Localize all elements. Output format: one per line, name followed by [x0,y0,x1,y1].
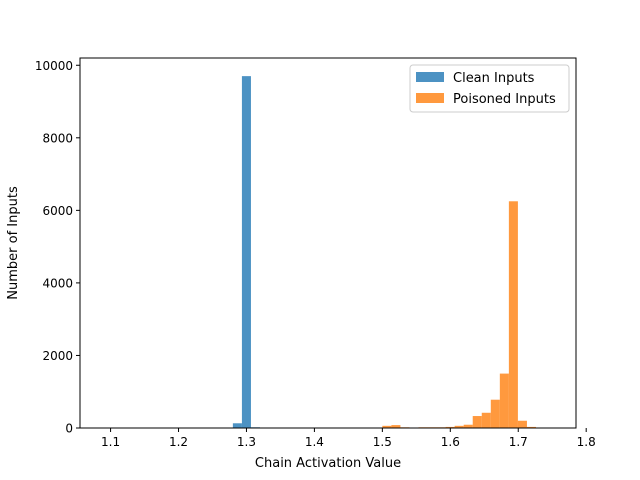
bar-clean-inputs-1 [241,76,251,428]
bar-poisoned-inputs-0 [382,425,392,428]
x-tick-label: 1.2 [169,435,188,449]
y-tick-label: 8000 [42,131,73,145]
legend-swatch-poisoned-inputs [416,93,444,103]
y-tick-label: 0 [65,422,73,436]
plot-frame [79,57,577,429]
bar-poisoned-inputs-9 [472,416,482,428]
bar-poisoned-inputs-13 [508,201,518,428]
bar-poisoned-inputs-15 [526,426,536,428]
x-axis-label: Chain Activation Value [255,456,401,471]
legend-label-poisoned-inputs: Poisoned Inputs [453,92,556,107]
legend-swatch-clean-inputs [416,72,444,82]
histogram-bars [232,76,536,428]
bar-poisoned-inputs-10 [481,412,491,428]
legend: Clean Inputs Poisoned Inputs [409,64,570,113]
x-tick-label: 1.4 [305,435,324,449]
x-tick-label: 1.7 [509,435,528,449]
x-axis: 1.1 1.2 1.3 1.4 1.5 1.6 1.7 1.8 [101,428,596,449]
x-tick-label: 1.8 [577,435,596,449]
bar-poisoned-inputs-6 [445,426,455,428]
x-tick-label: 1.1 [101,435,120,449]
bar-poisoned-inputs-7 [454,425,464,428]
y-tick-label: 4000 [42,276,73,290]
y-tick-label: 2000 [42,349,73,363]
legend-label-clean-inputs: Clean Inputs [453,71,535,86]
legend-box [409,64,570,113]
bar-poisoned-inputs-14 [517,420,527,428]
y-axis-label: Number of Inputs [6,186,21,300]
y-tick-label: 10000 [35,59,73,73]
x-tick-label: 1.6 [441,435,460,449]
y-tick-label: 6000 [42,204,73,218]
x-tick-label: 1.5 [373,435,392,449]
x-tick-label: 1.3 [237,435,256,449]
bar-poisoned-inputs-11 [490,399,500,428]
bar-clean-inputs-0 [232,423,242,428]
bar-poisoned-inputs-8 [463,424,473,428]
bar-poisoned-inputs-12 [499,373,509,428]
bar-poisoned-inputs-1 [391,425,401,428]
y-axis: 0 2000 4000 6000 8000 10000 [35,59,80,436]
